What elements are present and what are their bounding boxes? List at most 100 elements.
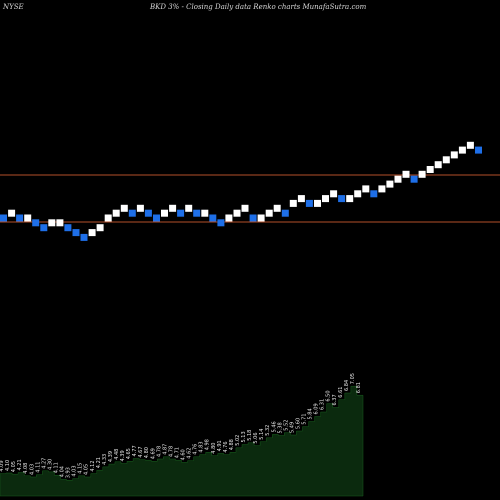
renko-brick <box>458 146 466 154</box>
volume-label: 4.03 <box>29 464 35 475</box>
volume-label: 4.04 <box>60 466 66 477</box>
renko-brick <box>201 209 209 217</box>
volume-area <box>0 385 364 497</box>
renko-brick <box>370 190 378 198</box>
volume-label: 4.87 <box>162 444 168 455</box>
renko-brick <box>185 204 193 212</box>
renko-bricks <box>0 141 482 241</box>
volume-label: 5.84 <box>308 408 314 419</box>
renko-brick <box>314 199 321 207</box>
volume-label: 4.30 <box>47 459 53 470</box>
renko-brick <box>120 204 128 212</box>
renko-brick <box>225 214 233 222</box>
volume-label: 4.27 <box>41 458 47 469</box>
volume-label: 5.46 <box>271 421 277 432</box>
renko-brick <box>112 209 120 217</box>
renko-brick <box>16 214 24 222</box>
renko-brick <box>450 151 458 159</box>
volume-label: 4.39 <box>120 450 126 461</box>
volume-label: 6.09 <box>314 403 320 414</box>
volume-label: 6.31 <box>320 399 326 410</box>
volume-label: 4.08 <box>23 463 29 474</box>
renko-brick <box>217 219 225 227</box>
volume-label: 6.84 <box>344 380 350 391</box>
volume-label: 4.62 <box>187 448 193 459</box>
volume-label: 5.18 <box>247 430 253 441</box>
renko-brick <box>24 214 32 222</box>
renko-brick <box>56 219 64 227</box>
renko-brick <box>346 195 354 203</box>
volume-label: 4.65 <box>126 448 132 459</box>
volume-label: 4.98 <box>205 439 211 450</box>
volume-label: 3.93 <box>66 467 72 478</box>
renko-brick <box>96 224 104 232</box>
exchange-label: NYSE <box>3 3 24 11</box>
renko-brick <box>136 204 144 212</box>
renko-brick <box>64 224 72 232</box>
renko-brick <box>32 219 40 227</box>
volume-label: 4.78 <box>168 446 174 457</box>
volume-label: 4.83 <box>199 441 205 452</box>
volume-label: 4.76 <box>223 441 229 452</box>
volume-label: 4.77 <box>132 445 138 456</box>
renko-brick <box>128 209 136 217</box>
volume-label: 4.80 <box>211 443 217 454</box>
volume-label: 4.05 <box>84 464 90 475</box>
volume-label: 4.10 <box>5 460 11 471</box>
volume-label: 4.80 <box>144 447 150 458</box>
renko-brick <box>265 209 273 217</box>
renko-brick <box>434 161 442 169</box>
volume-label: 4.21 <box>96 457 102 468</box>
renko-brick <box>330 190 338 198</box>
volume-label: 5.49 <box>289 422 295 433</box>
renko-brick <box>104 214 112 222</box>
volume-label: 4.48 <box>114 449 120 460</box>
volume-label: 4.39 <box>108 451 114 462</box>
volume-label: 4.15 <box>78 463 84 474</box>
volume-label: 4.12 <box>90 460 96 471</box>
renko-brick <box>209 214 217 222</box>
renko-brick <box>48 219 56 227</box>
chart-title: BKD 3% - Closing Daily data Renko charts… <box>150 3 367 11</box>
support-resistance-lines <box>0 174 500 223</box>
volume-label: 6.50 <box>326 390 332 401</box>
renko-brick <box>161 209 168 217</box>
volume-label: 6.37 <box>332 394 338 405</box>
volume-label: 5.13 <box>241 431 247 442</box>
renko-brick <box>354 190 362 198</box>
volume-label: 4.71 <box>175 447 181 458</box>
renko-brick <box>241 204 249 212</box>
volume-label: 5.32 <box>265 425 271 436</box>
renko-brick <box>297 195 305 203</box>
renko-brick <box>257 214 265 222</box>
volume-label: 4.67 <box>138 446 144 457</box>
renko-brick <box>72 229 80 237</box>
renko-brick <box>418 170 426 178</box>
renko-brick <box>8 209 16 217</box>
volume-label: 6.61 <box>338 387 344 398</box>
volume-label: 4.05 <box>11 461 17 472</box>
volume-label: 4.78 <box>156 446 162 457</box>
renko-brick <box>88 229 96 237</box>
renko-brick <box>153 214 160 222</box>
renko-brick <box>193 209 201 217</box>
volume-label: 4.91 <box>217 440 223 451</box>
renko-brick <box>177 209 185 217</box>
renko-brick <box>305 199 313 207</box>
renko-brick <box>169 204 177 212</box>
renko-brick <box>338 195 346 203</box>
renko-brick <box>249 214 257 222</box>
volume-label: 5.71 <box>302 413 308 424</box>
volume-label: 5.06 <box>253 432 259 443</box>
volume-label: 5.52 <box>283 420 289 431</box>
volume-label: 7.05 <box>350 373 356 384</box>
renko-brick <box>475 146 482 154</box>
volume-label: 4.69 <box>150 448 156 459</box>
volume-label: 4.33 <box>102 454 108 465</box>
volume-label: 4.88 <box>229 439 235 450</box>
renko-brick <box>410 175 418 183</box>
renko-brick <box>144 209 152 217</box>
volume-label: 5.60 <box>296 418 302 429</box>
renko-brick <box>281 209 289 217</box>
